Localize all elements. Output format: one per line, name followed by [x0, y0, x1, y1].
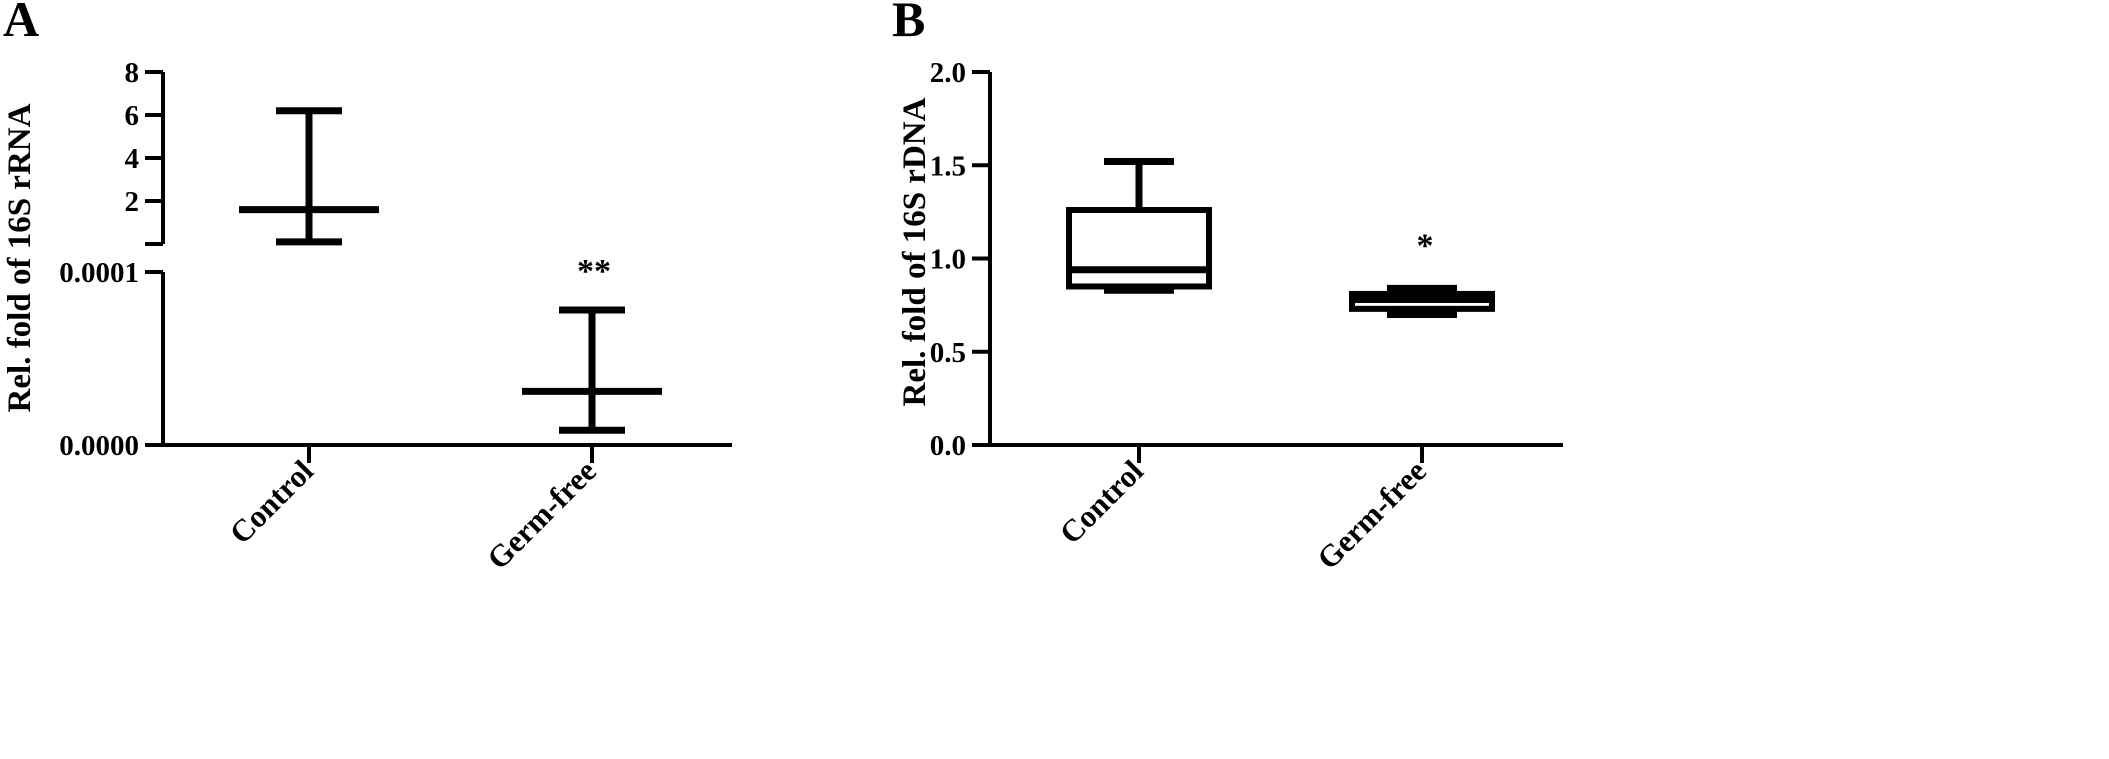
- x-tick-label: Germ-free: [1310, 453, 1433, 576]
- significance-marker: **: [577, 253, 611, 290]
- y-tick-label: 2.0: [930, 57, 966, 89]
- box: [1066, 207, 1212, 290]
- y-tick-label: 0.0000: [59, 430, 139, 462]
- y-tick-label: 0.5: [930, 337, 966, 369]
- y-tick-label: 6: [125, 100, 140, 132]
- y-axis-title: Rel. fold of 16S rDNA: [897, 97, 933, 406]
- y-tick-label: 1.5: [930, 150, 966, 182]
- panel-a: A 2 4 6 8 0.0000 0.0001 Rel. fold of 16S rRNA Co…: [2, 0, 732, 576]
- x-tick-label: Control: [1053, 453, 1151, 551]
- panel-b: B 0.0 0.5 1.0 1.5 2.0 Rel. fold of 16S rDNA Con…: [892, 0, 1563, 576]
- x-tick-label: Germ-free: [480, 453, 603, 576]
- y-tick-label: 2: [125, 186, 140, 218]
- panel-letter: A: [3, 0, 39, 47]
- x-tick-label: Control: [223, 453, 321, 551]
- y-tick-label: 8: [125, 57, 140, 89]
- y-tick-label: 4: [125, 143, 140, 175]
- y-axis-title: Rel. fold of 16S rRNA: [2, 103, 38, 412]
- significance-marker: *: [1417, 227, 1434, 264]
- panel-letter: B: [892, 0, 925, 47]
- y-tick-label: 0.0: [930, 430, 966, 462]
- y-tick-label: 0.0001: [59, 257, 139, 289]
- y-tick-label: 1.0: [930, 244, 966, 276]
